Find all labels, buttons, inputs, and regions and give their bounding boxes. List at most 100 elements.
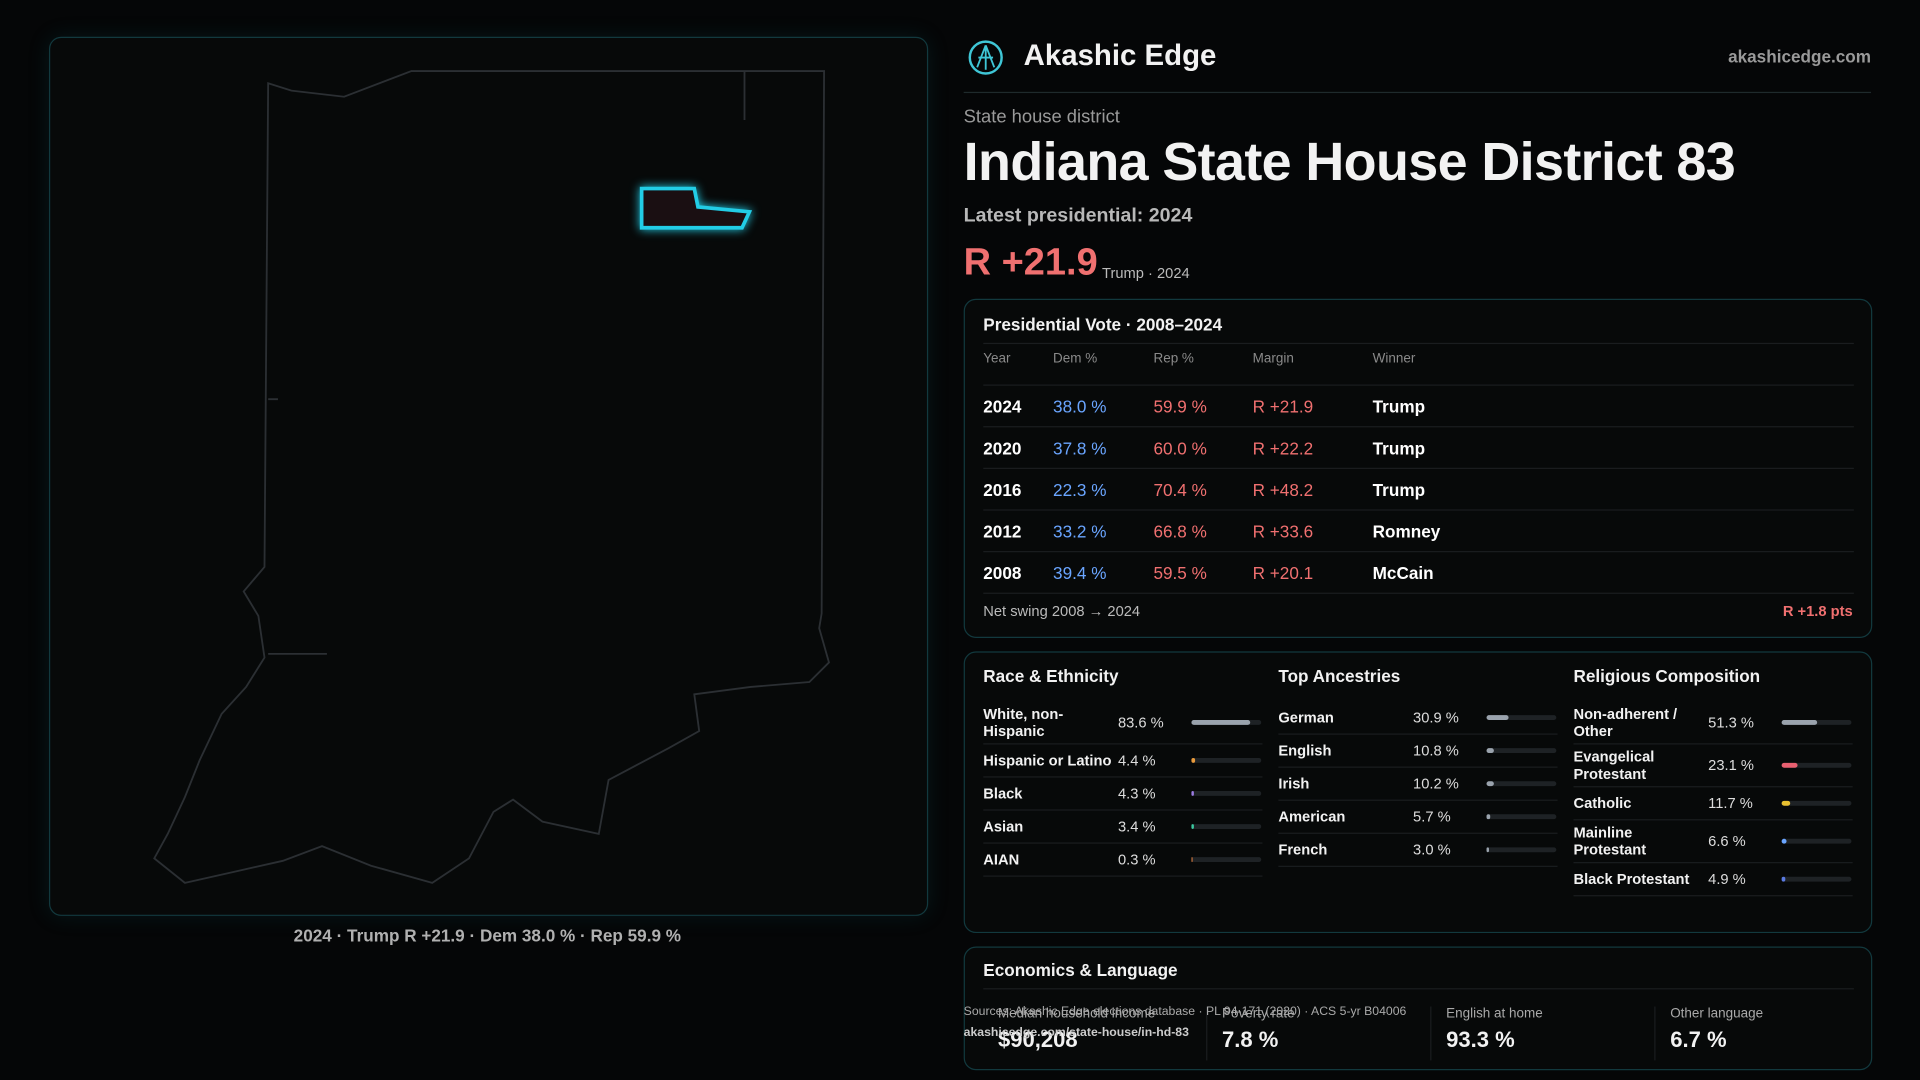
table-cell: R +48.2 [1252,480,1314,500]
stat-label: Median household income [997,1006,1156,1022]
bar-row: Non-adherent / Other 51.3 % [1573,702,1853,745]
bar-row: English 10.8 % [1278,735,1558,768]
table-cell: 2024 [983,396,1022,417]
stat-value: 93.3 % [1446,1027,1515,1052]
table-cell: 38.0 % [1053,396,1107,417]
bar [1191,824,1194,829]
bar [1781,800,1790,806]
bar-value: 10.2 % [1413,775,1459,793]
bar-label: AIAN [983,851,1020,869]
bar-list: Non-adherent / Other 51.3 % Evangelical Pr… [1573,702,1853,897]
table-cell: 59.9 % [1153,396,1207,417]
bar-track [1486,748,1557,754]
section-title: Race & Ethnicity [983,666,1119,686]
bar-row: Black Protestant 4.9 % [1573,863,1853,897]
bar-track [1781,800,1852,806]
bar-track [1191,824,1262,829]
brand-name: Akashic Edge [1023,39,1217,73]
table-row: 2016 22.3 % 70.4 % R +48.2 Trump [983,467,1854,511]
bar [1486,814,1491,820]
map-panel [48,36,929,916]
bar-track [1486,715,1557,721]
bar-row: German 30.9 % [1278,702,1558,735]
bar-list: German 30.9 % English 10.8 % Irish 10.2 % Amer… [1278,702,1558,867]
table-row: 2020 37.8 % 60.0 % R +22.2 Trump [983,426,1854,469]
table-cell: 2020 [983,438,1022,458]
bar-value: 5.7 % [1413,808,1451,826]
latest-margin: R +21.9 [963,240,1098,283]
table-cell: 22.3 % [1053,480,1107,500]
bar [1486,847,1489,853]
table-header: Year Dem % Rep % Margin Winner [983,345,1854,372]
bar-label: Non-adherent / Other [1573,705,1678,740]
bar-label: Black Protestant [1573,870,1690,888]
bar-value: 23.1 % [1708,756,1754,774]
brand-site[interactable]: akashicedge.com [1728,46,1872,67]
bar-label: White, non-Hispanic [983,705,1064,740]
stat-value: 7.8 % [1222,1027,1279,1052]
bar-value: 4.3 % [1117,784,1156,803]
table-cell: Trump [1372,438,1426,458]
page-title: Indiana State House District 83 [963,132,1736,193]
bar [1191,720,1250,725]
margin-note: Trump · 2024 [1102,264,1190,282]
stat-label: Poverty rate [1222,1006,1295,1022]
column-header: Rep % [1153,351,1194,367]
economics-panel: Economics & Language Median household in… [963,946,1873,1071]
state-outline [153,70,831,884]
bar-track [1191,720,1262,725]
bar-row: Mainline Protestant 6.6 % [1573,820,1853,864]
footer-url[interactable]: akashicedge.com/state-house/in-hd-83 [963,1026,1189,1040]
bar-label: English [1278,742,1332,760]
table-cell: R +22.2 [1252,438,1314,458]
bar-label: Mainline Protestant [1573,824,1647,859]
bar-label: American [1278,808,1346,826]
bar [1191,791,1195,796]
stat: Poverty rate 7.8 % [1206,1006,1295,1061]
bar-label: Hispanic or Latino [983,751,1112,769]
stat: Other language 6.7 % [1654,1006,1764,1061]
table-row: 2008 39.4 % 59.5 % R +20.1 McCain [983,551,1854,594]
bar-value: 4.4 % [1117,751,1156,769]
bar-label: French [1278,841,1328,859]
bar-label: German [1278,708,1334,727]
bar-value: 3.4 % [1117,817,1156,836]
bar [1486,781,1494,787]
district-shape [639,186,753,230]
bar-row: Catholic 11.7 % [1573,787,1853,821]
bar-row: AIAN 0.3 % [983,844,1263,877]
logo [968,40,1003,75]
bar-value: 6.6 % [1708,832,1746,850]
table-cell: 70.4 % [1153,480,1207,500]
bar [1781,762,1798,768]
presidential-panel: Presidential Vote · 2008–2024 Year Dem % R… [963,298,1873,638]
stat: Median household income $90,208 [983,1007,1155,1061]
bar-track [1781,720,1852,725]
bar-track [1781,838,1852,844]
table-cell: Trump [1372,480,1426,500]
stat-label: English at home [1446,1006,1543,1022]
table-cell: 2012 [983,521,1022,542]
bar-value: 10.8 % [1413,742,1459,760]
table-cell: 2008 [983,563,1022,583]
table-cell: 39.4 % [1053,563,1107,583]
table-cell: 37.8 % [1053,438,1107,458]
bar [1781,838,1787,844]
bar-row: Evangelical Protestant 23.1 % [1573,744,1853,788]
bar-row: French 3.0 % [1278,834,1558,867]
table-cell: 33.2 % [1053,521,1107,542]
table-cell: 2016 [983,480,1022,500]
table-cell: R +33.6 [1252,521,1314,542]
bar-value: 3.0 % [1413,841,1451,859]
stat-label: Other language [1670,1006,1764,1022]
bar-row: American 5.7 % [1278,801,1558,834]
section-title: Top Ancestries [1278,666,1401,686]
bar [1781,876,1786,882]
bar-value: 0.3 % [1117,851,1156,869]
footer-sources: Sources: Akashic Edge elections database… [963,1005,1407,1019]
bar-label: Evangelical Protestant [1573,748,1655,783]
swing-value: R +1.8 pts [1782,602,1853,620]
stat: English at home 93.3 % [1430,1006,1543,1061]
bar [1486,748,1495,754]
